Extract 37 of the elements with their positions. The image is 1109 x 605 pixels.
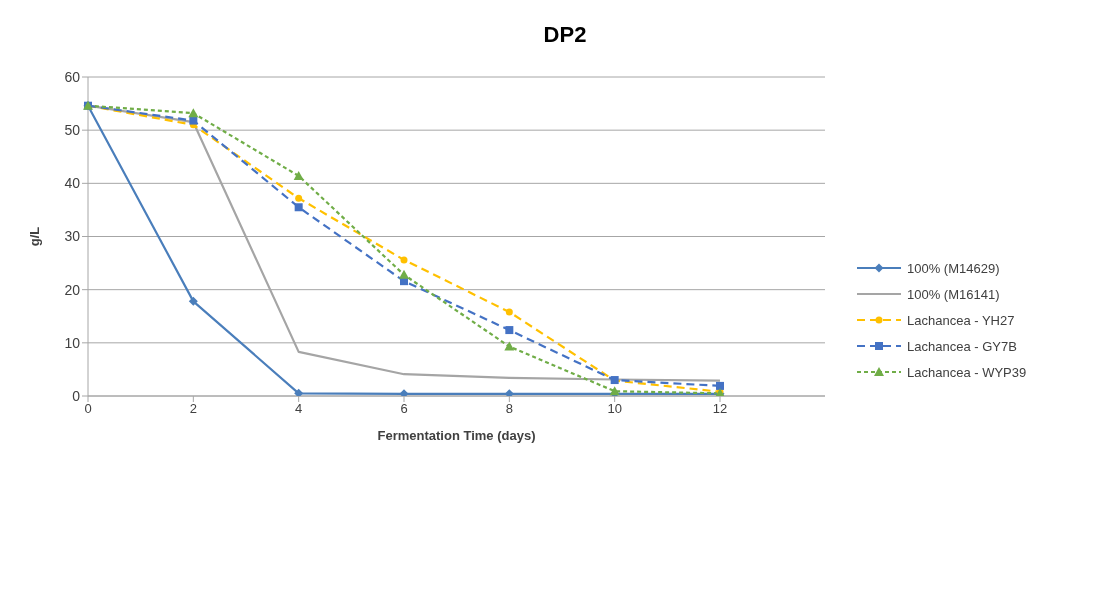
point [294, 388, 304, 396]
point [400, 256, 408, 264]
y-tick-label: 40 [64, 175, 81, 192]
point [399, 269, 409, 279]
point [399, 389, 409, 396]
point [505, 308, 513, 316]
point [295, 194, 303, 202]
legend-label: 100% (M14629) [907, 260, 1000, 276]
y-tick-label: 10 [64, 334, 81, 351]
y-tick-label: 60 [64, 68, 81, 85]
point [189, 116, 198, 125]
y-tick-label: 0 [72, 387, 81, 404]
y-axis-title: g/L [26, 226, 42, 247]
legend-label: Lachancea - YH27 [907, 312, 1015, 328]
legend-label: 100% (M16141) [907, 286, 1000, 302]
x-tick-label: 12 [712, 401, 728, 417]
x-tick-label: 0 [84, 401, 92, 417]
point [188, 296, 198, 306]
legend-label: Lachancea - GY7B [907, 338, 1017, 354]
legend-label: Lachancea - WYP39 [907, 364, 1027, 380]
x-tick-label: 4 [295, 401, 303, 417]
x-tick-label: 10 [607, 401, 622, 417]
y-tick-label: 30 [64, 228, 81, 245]
x-tick-label: 8 [505, 401, 513, 417]
x-tick-label: 2 [189, 401, 197, 417]
point [505, 326, 514, 335]
y-tick-label: 50 [64, 122, 81, 139]
point [504, 389, 514, 396]
point [504, 341, 515, 351]
point [293, 170, 304, 180]
point [188, 108, 199, 118]
point [294, 203, 303, 212]
x-tick-label: 6 [400, 401, 408, 417]
y-tick-label: 20 [64, 281, 81, 298]
point [716, 381, 724, 390]
chart-title: DP2 [542, 22, 588, 48]
x-axis-title: Fermentation Time (days) [377, 428, 536, 443]
